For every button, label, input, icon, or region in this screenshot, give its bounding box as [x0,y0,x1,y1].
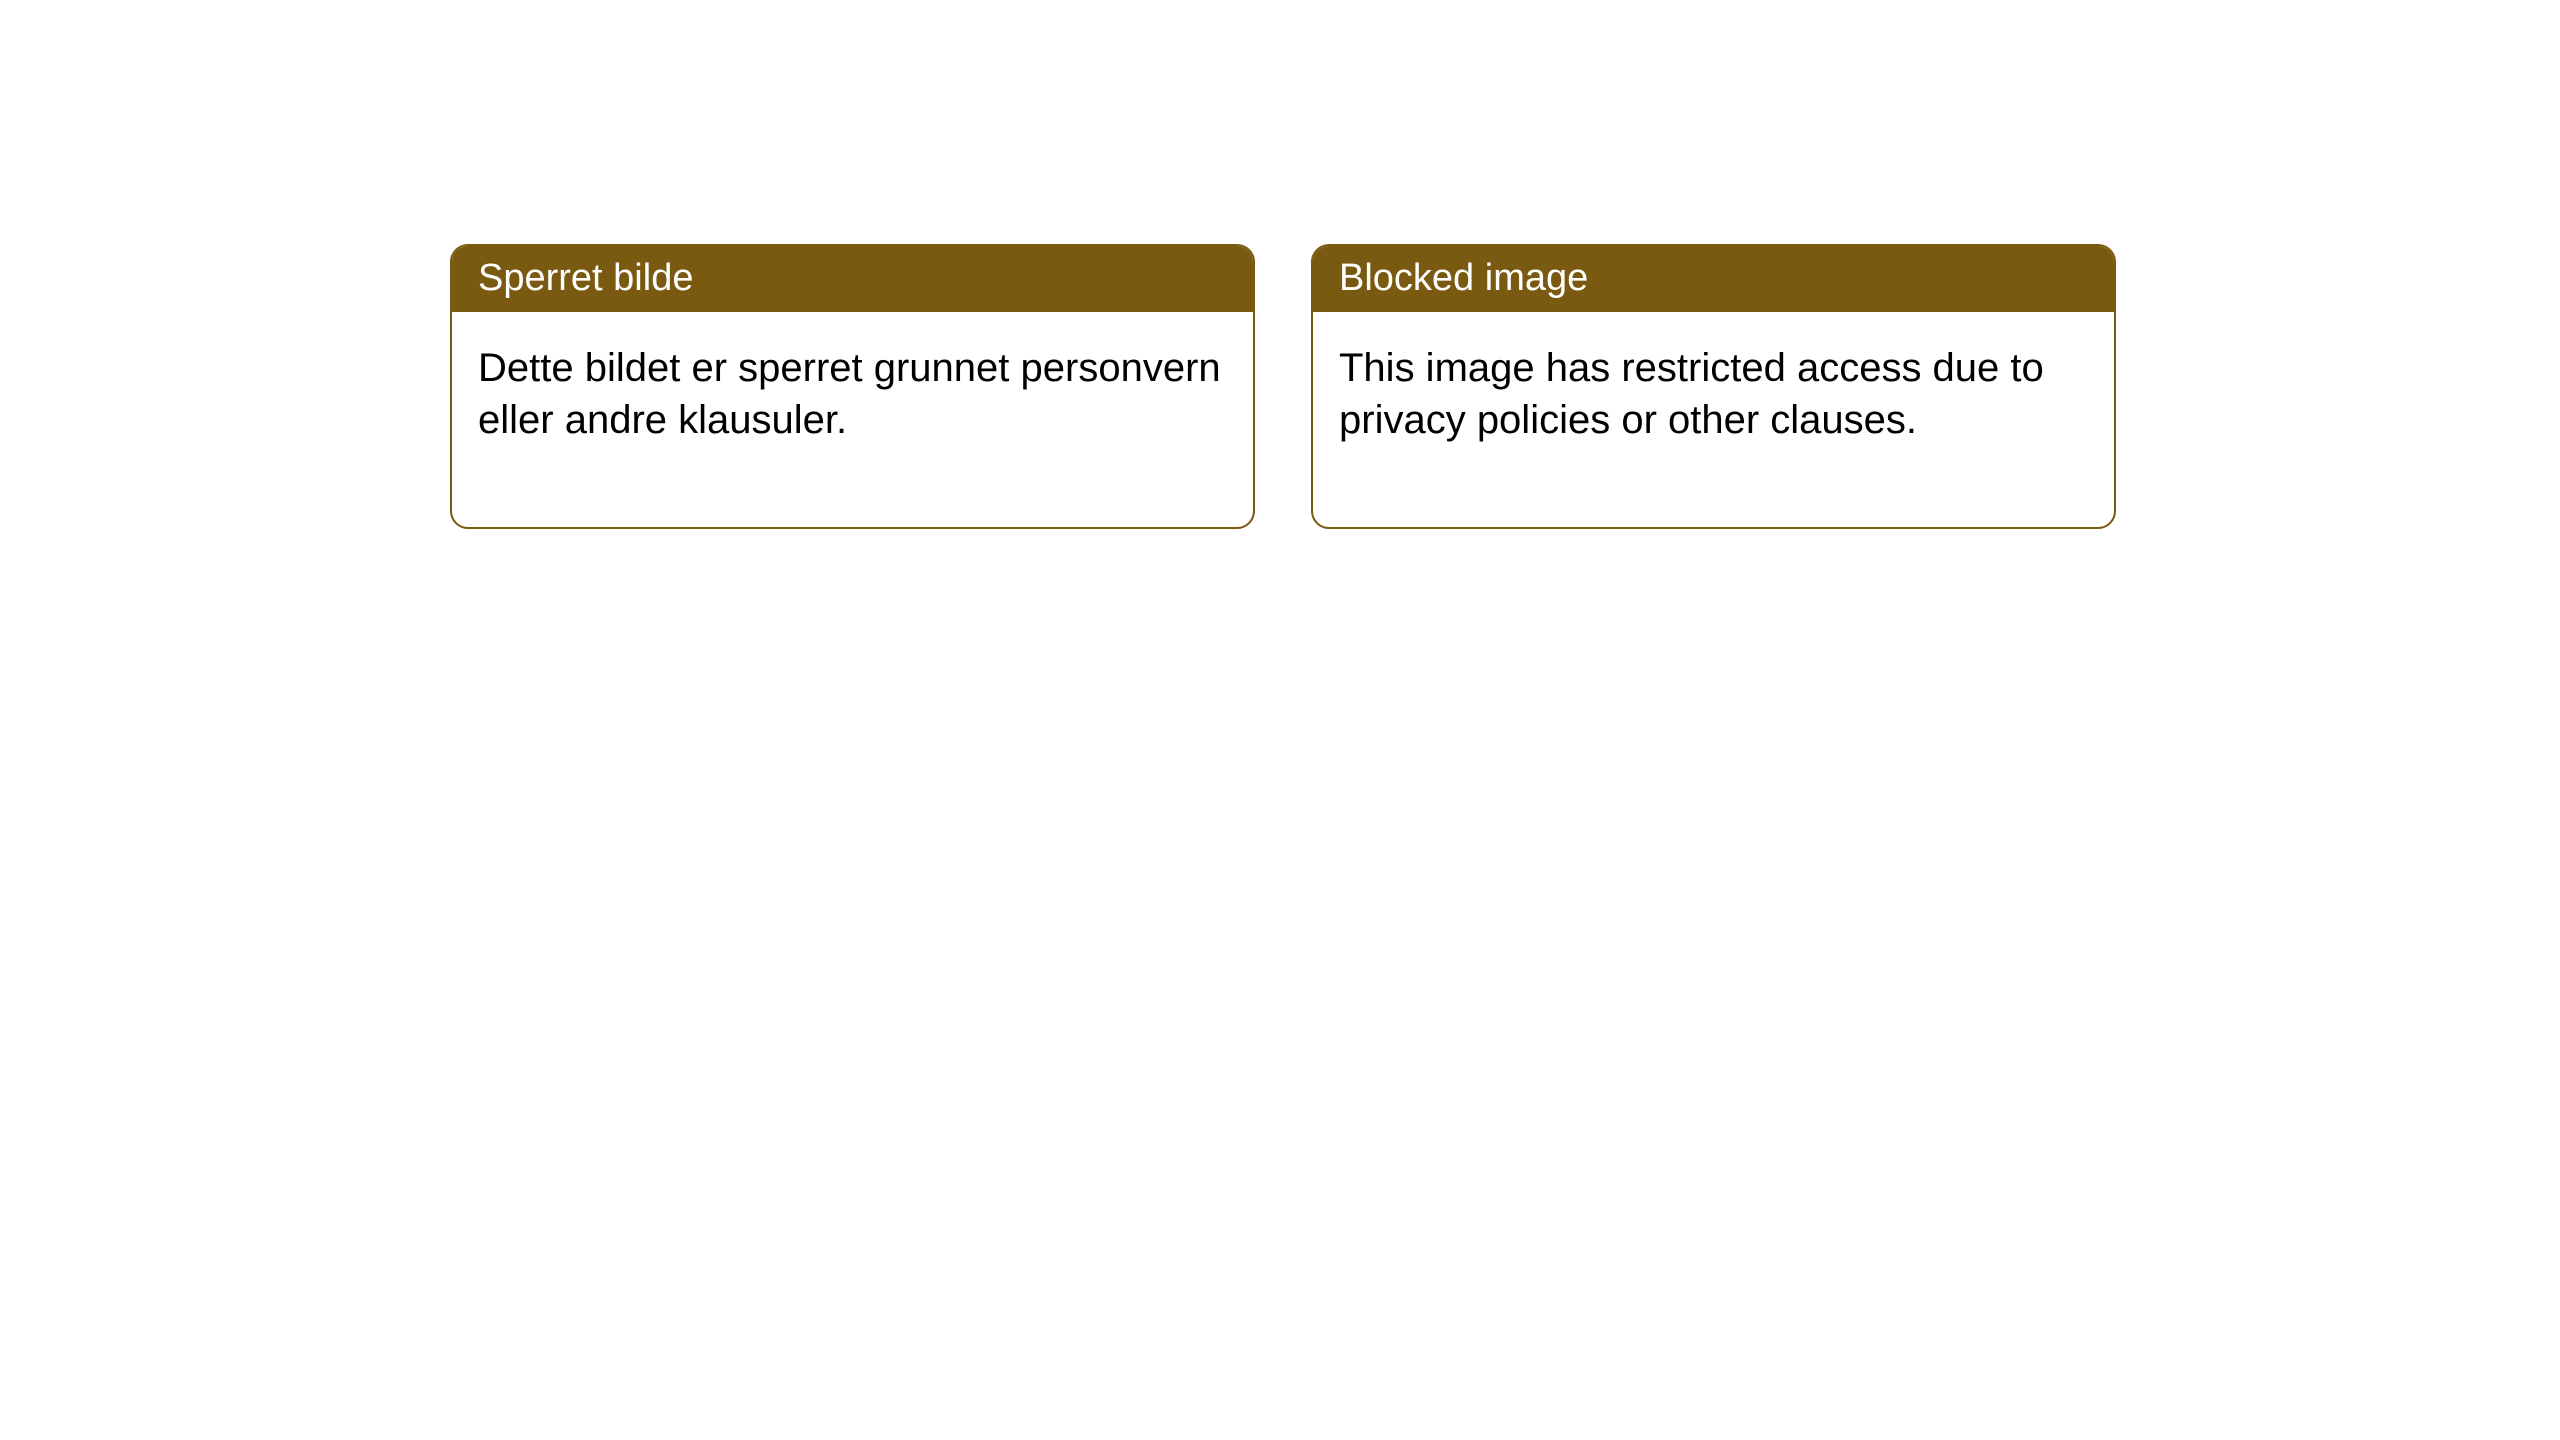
notice-title-norwegian: Sperret bilde [452,246,1253,312]
notice-title-english: Blocked image [1313,246,2114,312]
notice-card-norwegian: Sperret bilde Dette bildet er sperret gr… [450,244,1255,529]
notice-body-english: This image has restricted access due to … [1313,312,2114,528]
notice-container: Sperret bilde Dette bildet er sperret gr… [450,244,2116,529]
notice-card-english: Blocked image This image has restricted … [1311,244,2116,529]
notice-body-norwegian: Dette bildet er sperret grunnet personve… [452,312,1253,528]
